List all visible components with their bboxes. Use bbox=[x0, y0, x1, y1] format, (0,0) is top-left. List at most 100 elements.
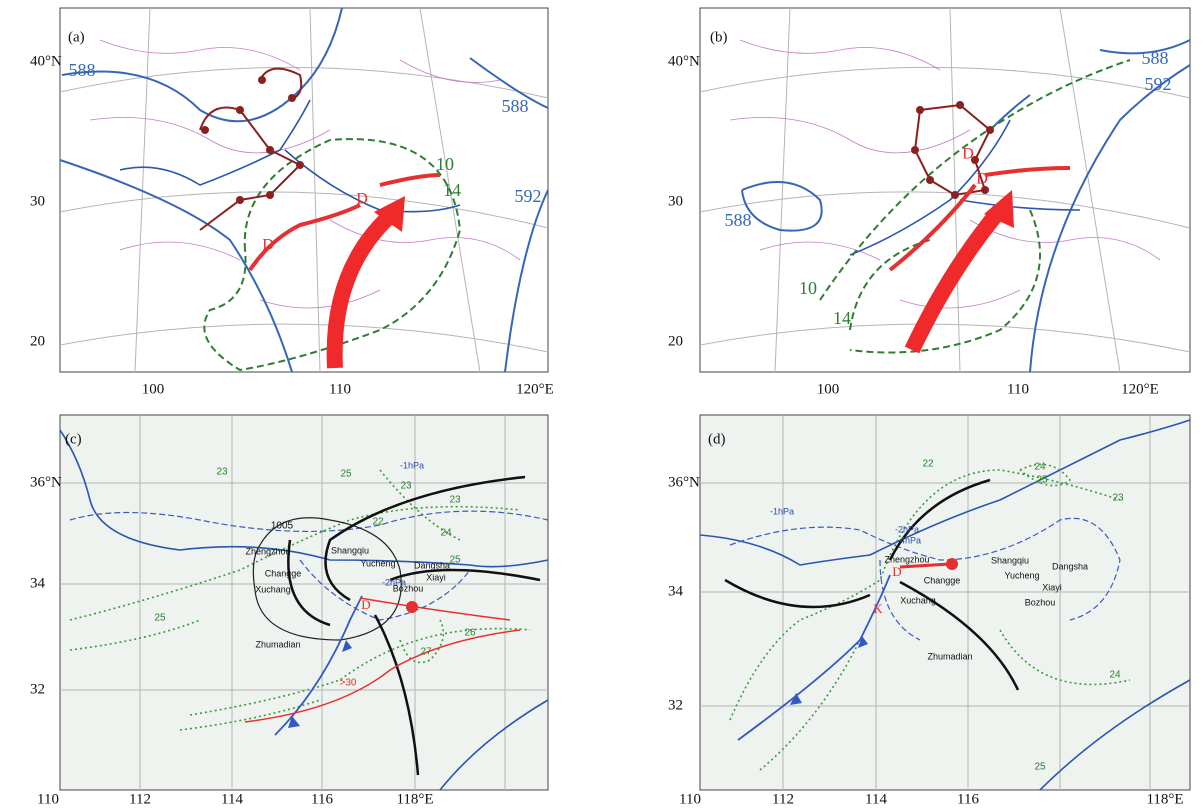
map-label: 10 bbox=[436, 154, 454, 174]
map-label: Bozhou bbox=[393, 583, 424, 593]
map-label: Xuchang bbox=[255, 584, 291, 594]
lat-tick-label: 40°N bbox=[30, 53, 62, 69]
panel-label: (d) bbox=[708, 431, 726, 447]
map-label: 23 bbox=[400, 481, 412, 492]
map-label: Changge bbox=[265, 568, 302, 578]
map-label: 23 bbox=[216, 467, 228, 478]
lon-tick-label: 100 bbox=[142, 381, 165, 397]
lon-tick-label: 116 bbox=[957, 791, 979, 807]
panel-label: (a) bbox=[68, 29, 85, 45]
lon-tick-label: 114 bbox=[221, 791, 243, 807]
figure: (a)40°N3020100110120°E5885885921014DD(b)… bbox=[0, 0, 1203, 809]
lon-tick-label: 118°E bbox=[396, 791, 433, 807]
map-label: Zhumadian bbox=[255, 639, 300, 649]
map-label: D bbox=[361, 597, 370, 612]
map-a bbox=[60, 8, 548, 372]
map-label: 24 bbox=[1034, 462, 1046, 473]
map-label: 24 bbox=[1109, 670, 1121, 681]
low-center bbox=[406, 601, 418, 613]
lat-tick-label: 36°N bbox=[30, 474, 62, 490]
map-label: D bbox=[262, 237, 274, 254]
map-label: Zhumadian bbox=[927, 651, 972, 661]
map-label: D bbox=[976, 171, 988, 188]
lon-tick-label: 116 bbox=[311, 791, 333, 807]
lon-tick-label: 120°E bbox=[1121, 381, 1159, 397]
map-label: Zhengzhou bbox=[245, 546, 290, 556]
lon-tick-label: 112 bbox=[772, 791, 794, 807]
map-label: 27 bbox=[420, 647, 432, 658]
panel-label: (b) bbox=[710, 29, 728, 45]
map-label: Yucheng bbox=[360, 558, 395, 568]
map-label: Xiayi bbox=[1042, 582, 1062, 592]
lon-tick-label: 110 bbox=[1007, 381, 1029, 397]
river bbox=[850, 120, 1080, 255]
front-markers bbox=[201, 76, 304, 204]
lat-tick-label: 36°N bbox=[668, 474, 700, 490]
map-label: 588 bbox=[69, 60, 96, 80]
map-label: Yucheng bbox=[1004, 570, 1039, 580]
map-label: 24 bbox=[440, 528, 452, 539]
map-label: -1hPa bbox=[400, 460, 424, 470]
lon-tick-label: 110 bbox=[329, 381, 351, 397]
map-label: 588 bbox=[502, 96, 529, 116]
lon-tick-label: 112 bbox=[129, 791, 151, 807]
lat-tick-label: 34 bbox=[30, 575, 46, 591]
lat-tick-label: 20 bbox=[30, 333, 45, 349]
map-label: 14 bbox=[443, 180, 461, 200]
map-label: Xuchang bbox=[900, 595, 936, 605]
lat-tick-label: 20 bbox=[668, 333, 683, 349]
map-label: Dangsha bbox=[414, 560, 450, 570]
map-label: Changge bbox=[924, 575, 961, 585]
map-b bbox=[700, 8, 1190, 372]
map-label: 25 bbox=[154, 613, 166, 624]
map-label: -2hPa bbox=[895, 524, 919, 534]
river bbox=[120, 100, 460, 212]
map-label: Shangqiu bbox=[991, 555, 1029, 565]
map-label: D bbox=[892, 564, 901, 579]
map-label: Zhengzhou bbox=[884, 554, 929, 564]
map-d bbox=[700, 415, 1190, 790]
map-label: 592 bbox=[515, 186, 542, 206]
panel-label: (c) bbox=[65, 431, 82, 447]
lat-tick-label: 32 bbox=[668, 697, 683, 713]
map-label: Bozhou bbox=[1025, 597, 1056, 607]
height-contour bbox=[60, 8, 548, 372]
map-label: 14 bbox=[833, 308, 851, 328]
lon-tick-label: 120°E bbox=[516, 381, 554, 397]
low-center bbox=[946, 558, 958, 570]
map-label: 23 bbox=[449, 495, 461, 506]
map-label: -4hPa bbox=[897, 535, 921, 545]
map-label: 1005 bbox=[271, 521, 294, 532]
map-c bbox=[60, 415, 548, 790]
map-label: 22 bbox=[372, 517, 384, 528]
shear-line bbox=[250, 175, 440, 270]
map-label: D bbox=[962, 146, 974, 163]
map-label: >30 bbox=[340, 678, 357, 689]
map-label: -1hPa bbox=[770, 506, 794, 516]
lat-tick-label: 30 bbox=[668, 193, 683, 209]
map-label: 588 bbox=[725, 210, 752, 230]
map-label: 588 bbox=[1142, 48, 1169, 68]
lon-tick-label: 110 bbox=[37, 791, 59, 807]
map-label: D bbox=[356, 191, 368, 208]
map-label: 25 bbox=[1034, 762, 1046, 773]
map-label: 592 bbox=[1145, 74, 1172, 94]
map-label: 23 bbox=[1112, 493, 1124, 504]
map-label: 10 bbox=[799, 278, 817, 298]
height-contour bbox=[742, 40, 1190, 372]
map-label: 25 bbox=[1036, 475, 1048, 486]
lon-tick-label: 118°E bbox=[1146, 791, 1183, 807]
map-label: 26 bbox=[464, 628, 476, 639]
lat-tick-label: 30 bbox=[30, 193, 45, 209]
lon-tick-label: 100 bbox=[817, 381, 840, 397]
front bbox=[200, 69, 301, 230]
map-label: K bbox=[873, 601, 883, 616]
lat-tick-label: 40°N bbox=[668, 53, 700, 69]
map-label: Shangqiu bbox=[331, 545, 369, 555]
map-label: Dangsha bbox=[1052, 561, 1088, 571]
jet-arrow bbox=[335, 214, 392, 368]
lon-tick-label: 114 bbox=[865, 791, 887, 807]
lat-tick-label: 32 bbox=[30, 681, 45, 697]
lat-tick-label: 34 bbox=[668, 583, 684, 599]
map-label: 22 bbox=[922, 459, 934, 470]
